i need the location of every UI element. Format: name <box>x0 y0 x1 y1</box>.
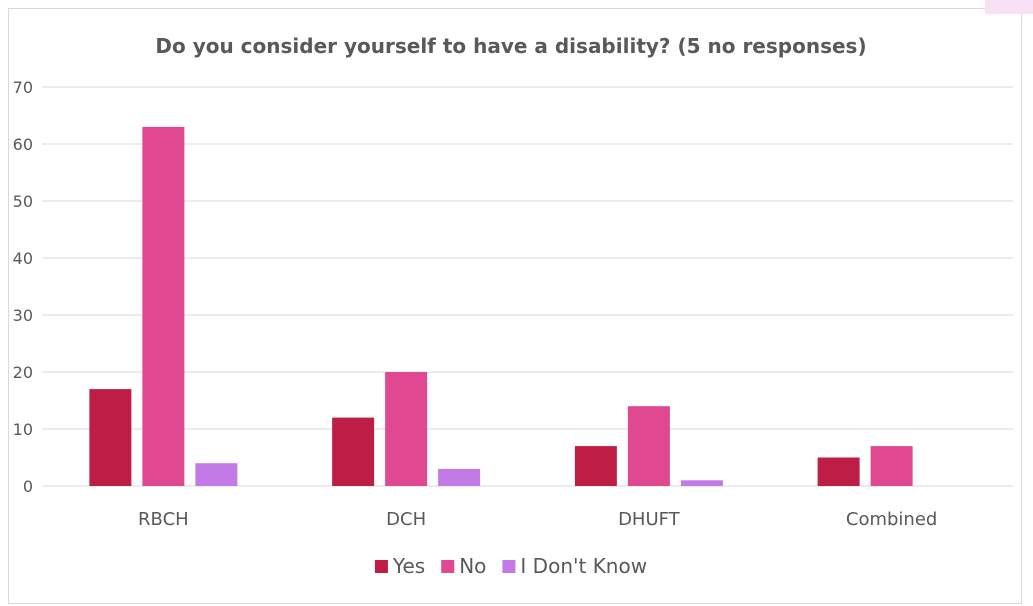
bar-yes-rbch <box>89 389 132 486</box>
bar-i-don-t-know-dhuft <box>680 480 723 486</box>
y-tick-label: 60 <box>13 135 33 154</box>
bar-yes-dhuft <box>574 446 617 486</box>
y-tick-label: 40 <box>13 249 33 268</box>
bar-no-dch <box>385 372 428 486</box>
legend-swatch <box>502 560 516 573</box>
y-axis-ticks: 0 10 20 30 40 50 60 70 <box>13 78 33 496</box>
legend-label: Yes <box>392 554 425 578</box>
corner-tab <box>985 0 1033 14</box>
legend: Yes No I Don't Know <box>374 554 647 578</box>
legend-swatch <box>374 560 388 573</box>
y-tick-label: 10 <box>13 420 33 439</box>
x-category-label: Combined <box>846 509 937 530</box>
x-axis-categories: RBCH DCH DHUFT Combined <box>138 509 937 530</box>
bar-no-dhuft <box>627 406 670 486</box>
bar-yes-combined <box>817 457 860 486</box>
x-category-label: DCH <box>386 509 426 530</box>
legend-label: No <box>459 554 486 578</box>
y-tick-label: 0 <box>23 477 33 496</box>
gridlines <box>42 86 1013 487</box>
bar-i-don-t-know-rbch <box>195 463 238 486</box>
bar-no-combined <box>870 446 913 486</box>
legend-item: Yes <box>374 554 425 578</box>
y-tick-label: 30 <box>13 306 33 325</box>
bars <box>89 126 913 487</box>
bar-yes-dch <box>332 417 375 486</box>
x-category-label: DHUFT <box>618 509 681 530</box>
legend-label: I Don't Know <box>520 554 647 578</box>
y-tick-label: 50 <box>13 192 33 211</box>
y-tick-label: 20 <box>13 363 33 382</box>
legend-swatch <box>441 560 455 573</box>
bar-i-don-t-know-dch <box>438 468 481 486</box>
legend-item: No <box>441 554 486 578</box>
x-category-label: RBCH <box>138 509 189 530</box>
chart-title: Do you consider yourself to have a disab… <box>155 34 866 58</box>
bar-no-rbch <box>142 126 185 487</box>
y-tick-label: 70 <box>13 78 33 97</box>
legend-item: I Don't Know <box>502 554 647 578</box>
